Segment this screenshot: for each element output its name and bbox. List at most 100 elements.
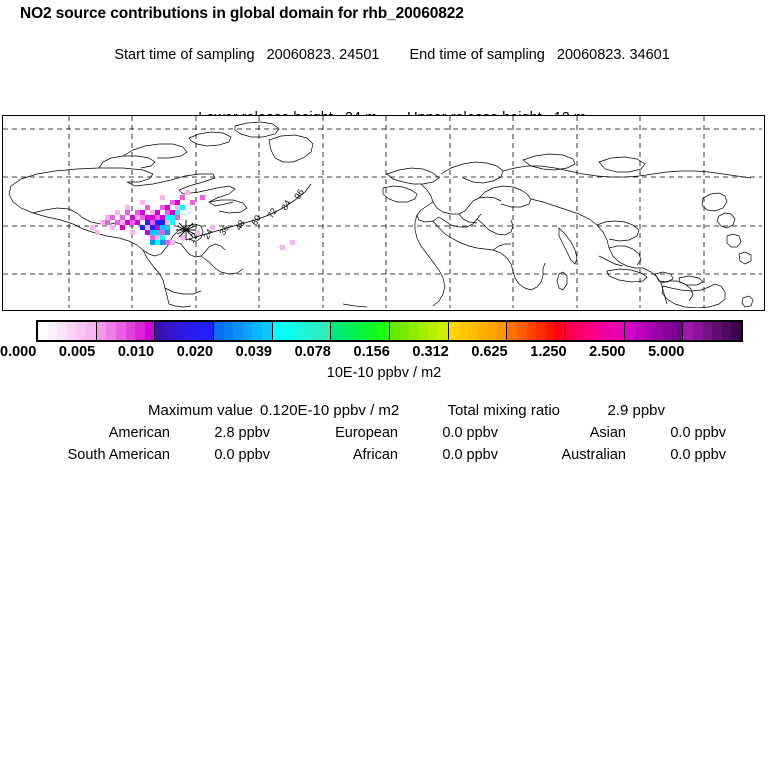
colorbar-step [458,322,468,340]
colorbar-step [135,322,145,340]
trajectory-hour-label: 60 [249,213,263,227]
colorbar-step [262,322,272,340]
colorbar-unit-label: 10E-10 ppbv / m2 [326,365,442,381]
colorbar-step [164,322,175,340]
colorbar-step [526,322,537,340]
trajectory-hour-label: 48 [233,218,247,232]
colorbar-step [379,322,390,340]
trajectory-hour-label: 96 [292,187,306,201]
colorbar-step [634,322,644,340]
colorbar-step [566,322,576,340]
colorbar-step [496,322,507,340]
colorbar-step [340,322,351,340]
source-value-australian: 0.0 ppbv [670,447,726,463]
colorbar-tick-label: 0.625 [471,344,508,360]
colorbar-step [477,322,488,340]
trajectory-hour-label: 36 [217,223,231,237]
trajectory-hour-label: 84 [279,198,293,212]
colorbar-step [731,322,742,340]
colorbar-tick-label: 0.020 [176,344,214,360]
colorbar-step [282,322,292,340]
start-time-label: Start time of sampling [114,47,255,63]
colorbar-band [566,322,625,340]
colorbar-step [38,322,48,340]
total-mixing-ratio-label: Total mixing ratio [447,402,560,419]
colorbar-step [233,322,243,340]
colorbar-band [38,322,97,340]
source-label-african: African [352,447,398,463]
colorbar-step [418,322,429,340]
sampling-time-line: Start time of sampling 20060823. 24501 End… [0,24,768,87]
colorbar-step [399,322,410,340]
colorbar-step [702,322,713,340]
colorbar-step [86,322,96,340]
colorbar-step [643,322,654,340]
colorbar-step [184,322,194,340]
colorbar-step [96,322,107,340]
colorbar-step [712,322,722,340]
colorbar-step [252,322,263,340]
colorbar-step [409,322,419,340]
colorbar-step [193,322,204,340]
colorbar-band [507,322,567,340]
colorbar-step [311,322,321,340]
colorbar-tick-label: 0.039 [235,344,272,360]
colorbar-step [350,322,361,340]
trajectory-hour-labels: 12 24 36 48 60 72 84 96 [186,187,306,245]
colorbar-step [585,322,595,340]
trajectory-hour-label: 24 [201,227,215,241]
colorbar-tick-label: 5.000 [648,344,685,360]
colorbar-step [106,322,116,340]
page-title: NO2 source contributions in global domai… [20,5,464,22]
colorbar-step [272,322,283,340]
colorbar-tick-label: 0.156 [353,344,390,360]
colorbar-step [390,322,400,340]
trajectory-hour-label: 72 [265,206,279,220]
trajectory-hour-label: 12 [186,231,200,245]
colorbar-step [467,322,478,340]
colorbar-band [683,322,742,340]
colorbar-band [272,322,332,340]
colorbar-step [438,322,448,340]
colorbar-step [575,322,586,340]
colorbar-step [115,322,126,340]
colorbar-tick-label: 0.010 [117,344,155,360]
colorbar-gradient [36,320,743,342]
colorbar-step [57,322,67,340]
source-label-european: European [335,425,398,441]
colorbar-step [693,322,703,340]
colorbar-step [448,322,459,340]
colorbar-step [672,322,683,340]
colorbar-band [390,322,449,340]
graticule [3,116,762,308]
colorbar-tick-label: 2.500 [589,344,626,360]
stats-row-2: South American 0.0 ppbv African 0.0 ppbv… [0,444,768,466]
colorbar-step [614,322,624,340]
colorbar-step [428,322,439,340]
colorbar-band [624,322,684,340]
colorbar-step [545,322,556,340]
colorbar-step [76,322,87,340]
stats-row-1: American 2.8 ppbv European 0.0 ppbv Asia… [0,422,768,444]
colorbar-tick-labels: 0.000 0.005 0.010 0.020 0.039 0.078 0.156 0.312… [0,344,768,362]
colorbar-tick-label: 0.078 [294,344,331,360]
maximum-value: 0.120E-10 ppbv / m2 [260,402,400,419]
colorbar-step [291,322,302,340]
colorbar-step [331,322,341,340]
colorbar-step [203,322,213,340]
map-canvas: 12 24 36 48 60 72 84 96 [3,116,764,310]
colorbar-step [369,322,380,340]
colorbar-step [594,322,605,340]
source-value-asian: 0.0 ppbv [670,425,726,441]
end-time-value: 20060823. 34601 [556,47,670,63]
colorbar-step [624,322,635,340]
colorbar-tick-label: 0.005 [58,344,96,360]
release-point-star [176,220,196,240]
colorbar-step [604,322,615,340]
colorbar-step [536,322,546,340]
colorbar-band [96,322,156,340]
global-map-panel: 12 24 36 48 60 72 84 96 [2,115,765,311]
colorbar-band [155,322,215,340]
colorbar-step [653,322,664,340]
colorbar-step [47,322,58,340]
